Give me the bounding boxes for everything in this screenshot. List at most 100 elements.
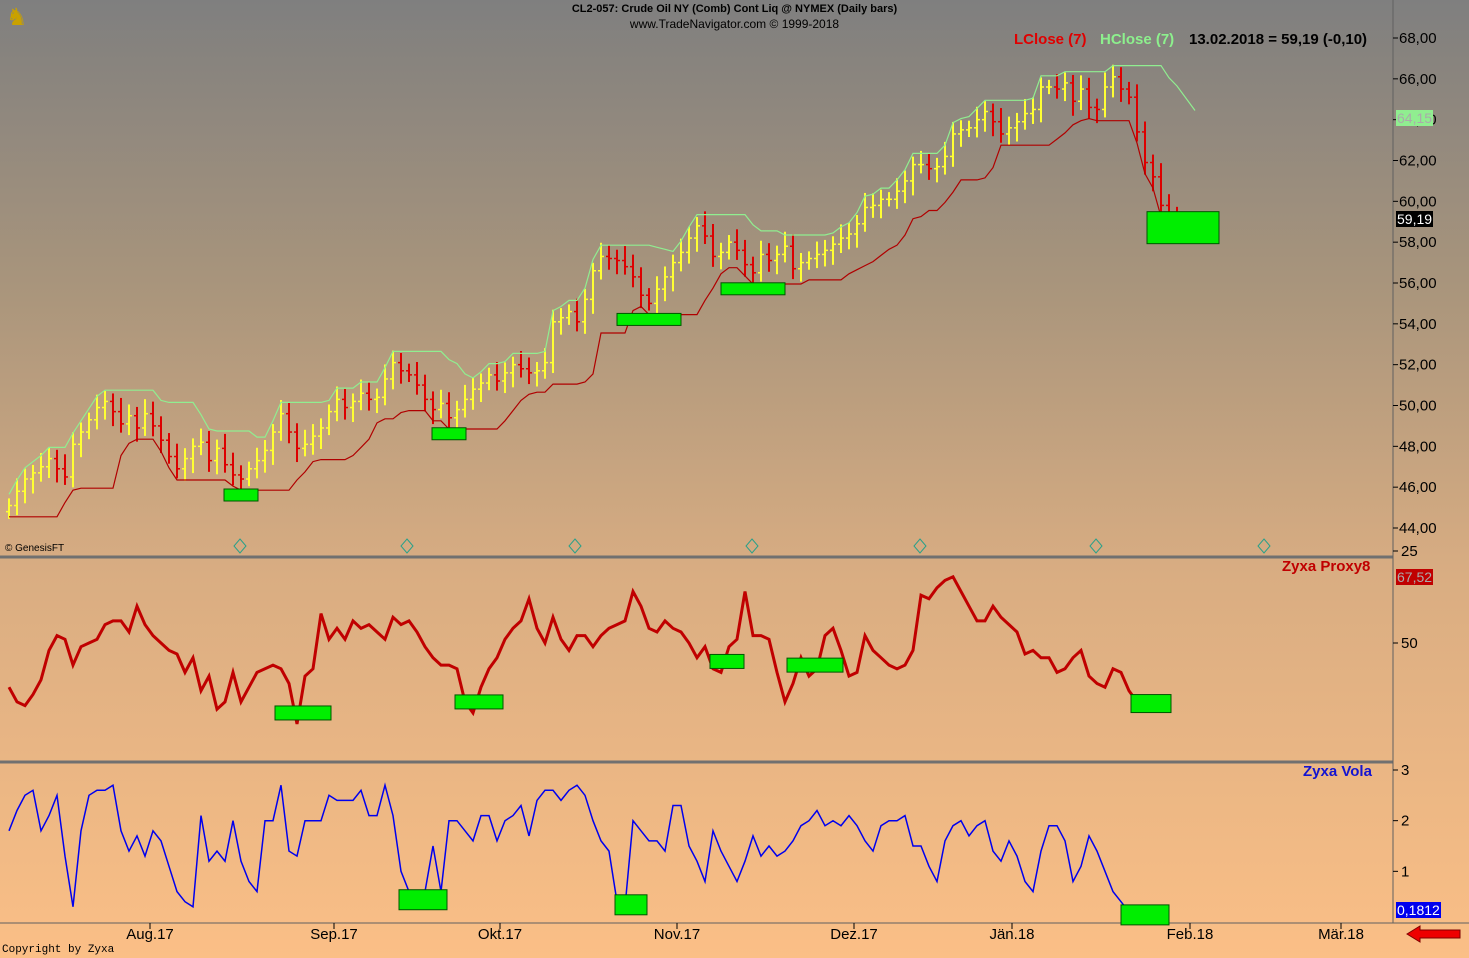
legend-hclose: HClose (7) — [1100, 31, 1175, 48]
ohlc-bar — [894, 178, 900, 209]
price-low-highlight — [431, 427, 467, 441]
price-tick-label: 58,00 — [1399, 234, 1437, 251]
ohlc-bar — [542, 348, 548, 379]
vola-tick-label: 3 — [1401, 762, 1409, 779]
proxy-tick-label: 50 — [1401, 635, 1418, 652]
ohlc-bar — [150, 401, 156, 437]
ohlc-bar — [366, 382, 372, 411]
proxy-value-tag: 67,52 — [1396, 569, 1434, 585]
marker-icon — [400, 538, 414, 554]
ohlc-bar — [502, 362, 508, 394]
ohlc-bar — [334, 386, 340, 422]
ohlc-bar — [742, 239, 748, 277]
ohlc-bar — [862, 192, 868, 232]
proxy-panel-title: Zyxa Proxy8 — [1282, 558, 1371, 575]
ohlc-bar — [470, 377, 476, 410]
ohlc-bar — [358, 379, 364, 411]
ohlc-bar — [302, 429, 308, 457]
ohlc-bar — [1142, 121, 1148, 175]
ohlc-bar — [774, 245, 780, 275]
ohlc-bar — [830, 236, 836, 265]
ohlc-bar — [54, 449, 60, 483]
watermark: © GenesisFT — [5, 543, 65, 554]
ohlc-bar — [462, 384, 468, 418]
ohlc-bar — [30, 464, 36, 494]
ohlc-bar — [1070, 74, 1076, 116]
ohlc-bar — [422, 374, 428, 412]
ohlc-bar — [254, 447, 260, 479]
price-tick-label: 56,00 — [1399, 275, 1437, 292]
ohlc-bar — [590, 262, 596, 314]
ohlc-bar — [6, 498, 12, 519]
ohlc-bar — [318, 418, 324, 449]
ohlc-bar — [934, 157, 940, 183]
lclose-line — [9, 117, 1178, 518]
legend-quote: 13.02.2018 = 59,19 (-0,10) — [1189, 31, 1368, 48]
ohlc-bar — [958, 120, 964, 147]
ohlc-bar — [758, 240, 764, 282]
ohlc-bar — [566, 304, 572, 325]
ohlc-bar — [726, 235, 732, 260]
ohlc-bar — [86, 412, 92, 440]
ohlc-bar — [998, 108, 1004, 143]
hclose-value-tag: 64,15 — [1396, 110, 1434, 126]
chart-title: CL2-057: Crude Oil NY (Comb) Cont Liq @ … — [571, 3, 898, 15]
ohlc-bar — [518, 350, 524, 378]
ohlc-bar — [606, 245, 612, 270]
ohlc-bar — [1110, 64, 1116, 98]
ohlc-bar — [1158, 163, 1164, 215]
ohlc-bar — [1062, 72, 1068, 102]
ohlc-bar — [70, 432, 76, 488]
ohlc-bar — [766, 243, 772, 272]
x-tick-label: Dez.17 — [830, 926, 878, 943]
ohlc-bar — [1134, 84, 1140, 142]
ohlc-bar — [910, 156, 916, 196]
x-tick-label: Sep.17 — [310, 926, 358, 943]
x-tick-label: Jän.18 — [989, 926, 1034, 943]
ohlc-bar — [990, 103, 996, 137]
ohlc-bar — [902, 170, 908, 204]
ohlc-bar — [526, 357, 532, 385]
legend-lclose: LClose (7) — [1014, 31, 1087, 48]
ohlc-bar — [1118, 67, 1124, 102]
vola-low-highlight — [614, 894, 648, 916]
ohlc-bar — [230, 452, 236, 486]
ohlc-bar — [326, 404, 332, 436]
ohlc-bar — [582, 288, 588, 334]
marker-icon — [233, 538, 247, 554]
ohlc-bar — [118, 397, 124, 433]
ohlc-bar — [662, 266, 668, 302]
ohlc-bar — [750, 256, 756, 288]
proxy-high-highlight — [1130, 694, 1172, 714]
ohlc-bar — [686, 226, 692, 264]
ohlc-bar — [1094, 98, 1100, 124]
ohlc-bar — [406, 363, 412, 383]
ohlc-bar — [262, 440, 268, 473]
ohlc-bar — [854, 215, 860, 248]
ohlc-bar — [1150, 154, 1156, 192]
hclose-line — [8, 65, 1196, 495]
ohlc-bar — [614, 249, 620, 275]
ohlc-bar — [174, 443, 180, 479]
ohlc-bar — [1126, 81, 1132, 105]
price-tick-label: 66,00 — [1399, 71, 1437, 88]
marker-icon — [745, 538, 759, 554]
ohlc-bar — [1014, 112, 1020, 142]
ohlc-bar — [46, 447, 52, 478]
proxy-high-highlight — [786, 657, 844, 673]
ohlc-bar — [886, 192, 892, 207]
price-tick-label: 52,00 — [1399, 357, 1437, 374]
ohlc-bar — [1102, 72, 1108, 118]
ohlc-bar — [558, 308, 564, 335]
ohlc-bar — [1038, 77, 1044, 123]
ohlc-bar — [1054, 74, 1060, 99]
ohlc-bar — [654, 276, 660, 314]
price-tick-label: 68,00 — [1399, 30, 1437, 47]
proxy-high-highlight — [274, 705, 332, 721]
ohlc-bar — [718, 242, 724, 270]
ohlc-bar — [142, 399, 148, 436]
ohlc-bar — [414, 362, 420, 395]
ohlc-bar — [966, 120, 972, 138]
ohlc-bar — [838, 224, 844, 253]
